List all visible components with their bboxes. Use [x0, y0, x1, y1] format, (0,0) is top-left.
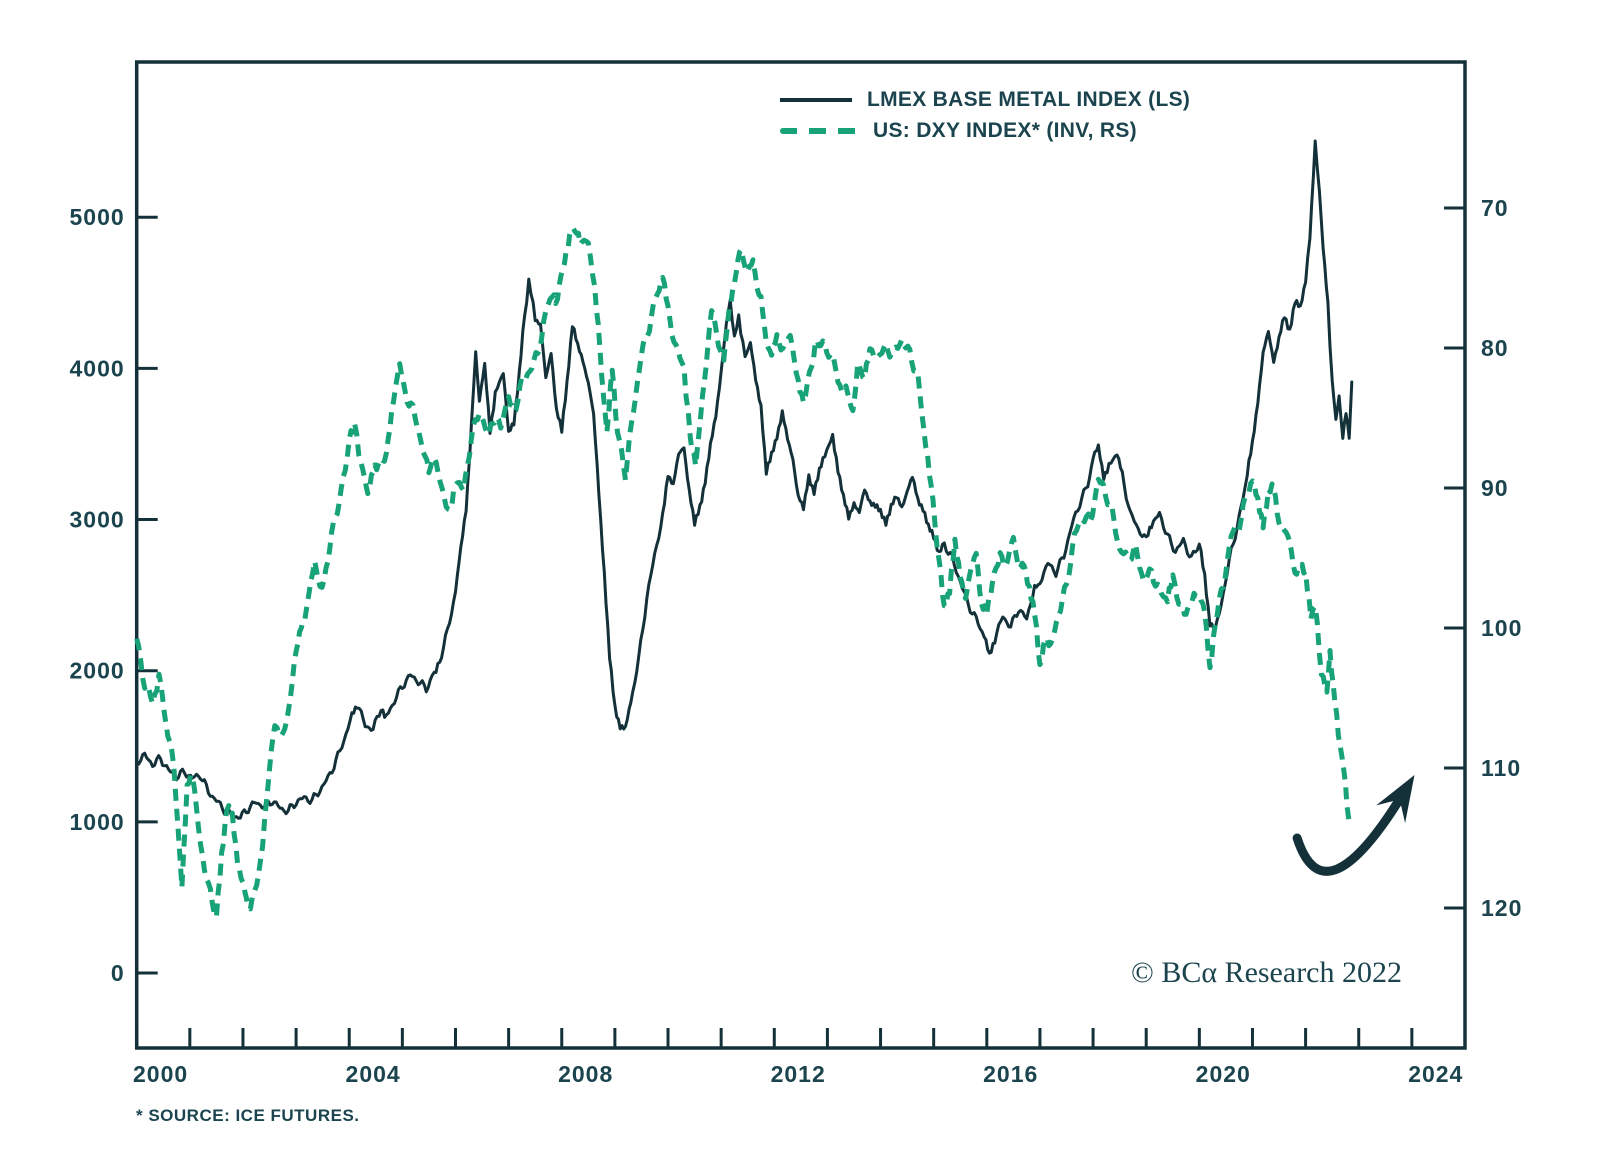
x-tick-label: 2004: [346, 1061, 401, 1087]
solid-line-swatch: [780, 97, 852, 102]
source-footnote: * SOURCE: ICE FUTURES.: [136, 1106, 360, 1125]
x-tick-label: 2008: [558, 1061, 613, 1087]
left-tick-label: 2000: [70, 658, 125, 684]
trend-arrow-shaft: [1292, 787, 1409, 876]
lmex-series-line: [135, 139, 1354, 820]
right-tick-label: 70: [1481, 195, 1509, 221]
left-tick-label: 5000: [70, 204, 125, 230]
right-tick-label: 110: [1481, 755, 1521, 781]
x-tick-label: 2024: [1408, 1061, 1463, 1087]
copyright-text: © BCα Research 2022: [1131, 956, 1402, 989]
right-tick-label: 80: [1481, 335, 1509, 361]
x-tick-label: 2000: [133, 1061, 188, 1087]
legend-label-lmex: LMEX BASE METAL INDEX (LS): [867, 87, 1191, 111]
right-tick-label: 100: [1481, 615, 1522, 641]
right-tick-label: 90: [1481, 475, 1509, 501]
right-tick-label: 120: [1481, 895, 1522, 921]
left-tick-label: 0: [111, 960, 125, 986]
legend-item-dxy: US: DXY INDEX* (INV, RS): [780, 115, 1190, 146]
x-tick-label: 2016: [983, 1061, 1038, 1087]
dxy-series-line: [134, 225, 1353, 920]
trend-arrow-head: [1376, 775, 1415, 824]
legend: LMEX BASE METAL INDEX (LS) US: DXY INDEX…: [780, 84, 1190, 146]
dashed-line-swatch: [780, 127, 858, 134]
left-tick-label: 4000: [70, 355, 125, 381]
left-tick-label: 1000: [70, 809, 125, 835]
x-tick-label: 2020: [1196, 1061, 1251, 1087]
plot-border: [134, 60, 1467, 1050]
legend-item-lmex: LMEX BASE METAL INDEX (LS): [780, 84, 1190, 115]
x-tick-label: 2012: [771, 1061, 826, 1087]
legend-label-dxy: US: DXY INDEX* (INV, RS): [873, 118, 1137, 142]
left-tick-label: 3000: [70, 507, 125, 533]
